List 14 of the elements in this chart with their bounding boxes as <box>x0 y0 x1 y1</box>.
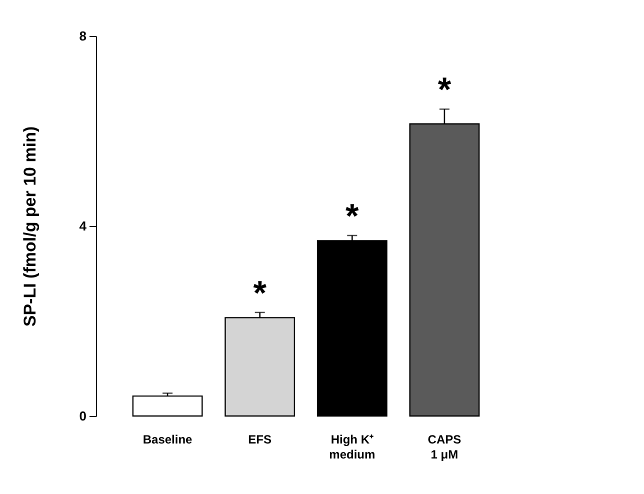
x-tick-label: High K⁺ medium <box>329 432 376 462</box>
bar <box>224 317 296 417</box>
y-tick-label: 4 <box>79 218 88 234</box>
y-tick-label: 8 <box>79 28 86 44</box>
y-axis-title: SP-LI (fmol/g per 10 min) <box>20 126 40 327</box>
x-tick-label: EFS <box>248 432 272 446</box>
bar <box>132 395 203 417</box>
data-label: * <box>346 198 360 236</box>
x-tick-label: CAPS 1 μM <box>428 432 462 462</box>
data-label: * <box>438 71 452 110</box>
bar <box>316 240 388 417</box>
y-tick-label: 0 <box>79 408 86 424</box>
x-tick-label: Baseline <box>142 432 193 446</box>
data-label: * <box>253 274 268 312</box>
